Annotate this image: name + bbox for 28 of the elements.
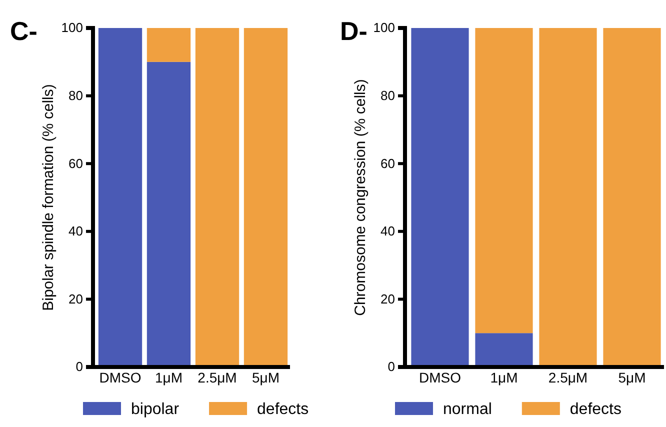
y-tick-label: 100 (373, 20, 395, 36)
y-axis-title: Chromosome congression (% cells) (352, 79, 369, 316)
y-tick-label: 40 (380, 224, 395, 239)
x-tick-label: 1μM (490, 370, 518, 386)
y-tick-label: 20 (380, 291, 395, 306)
x-tick-label: 1μM (154, 370, 183, 386)
legend-label: normal (443, 401, 492, 418)
y-tick-label: 80 (68, 88, 83, 103)
x-tick-label: 5μM (252, 370, 280, 386)
y-tick-label: 100 (61, 20, 83, 36)
y-axis-title: Bipolar spindle formation (% cells) (40, 84, 57, 311)
y-tick-label: 80 (380, 88, 395, 103)
legend-label: defects (570, 401, 622, 418)
y-tick-label: 40 (68, 224, 83, 239)
x-tick-label: DMSO (419, 370, 462, 386)
y-tick-label: 60 (68, 156, 83, 171)
y-tick-label: 0 (388, 359, 395, 374)
chart-title: D- (340, 16, 368, 46)
legend-label: defects (257, 401, 309, 418)
x-tick-label: 5μM (618, 370, 646, 386)
y-tick-label: 20 (68, 291, 83, 306)
x-tick-label: 2.5μM (198, 370, 237, 386)
x-tick-label: DMSO (99, 370, 142, 386)
x-tick-label: 2.5μM (548, 370, 588, 386)
y-tick-label: 0 (76, 359, 83, 374)
chart-title: C- (10, 16, 38, 46)
y-tick-label: 60 (380, 156, 395, 171)
legend-label: bipolar (131, 401, 180, 418)
